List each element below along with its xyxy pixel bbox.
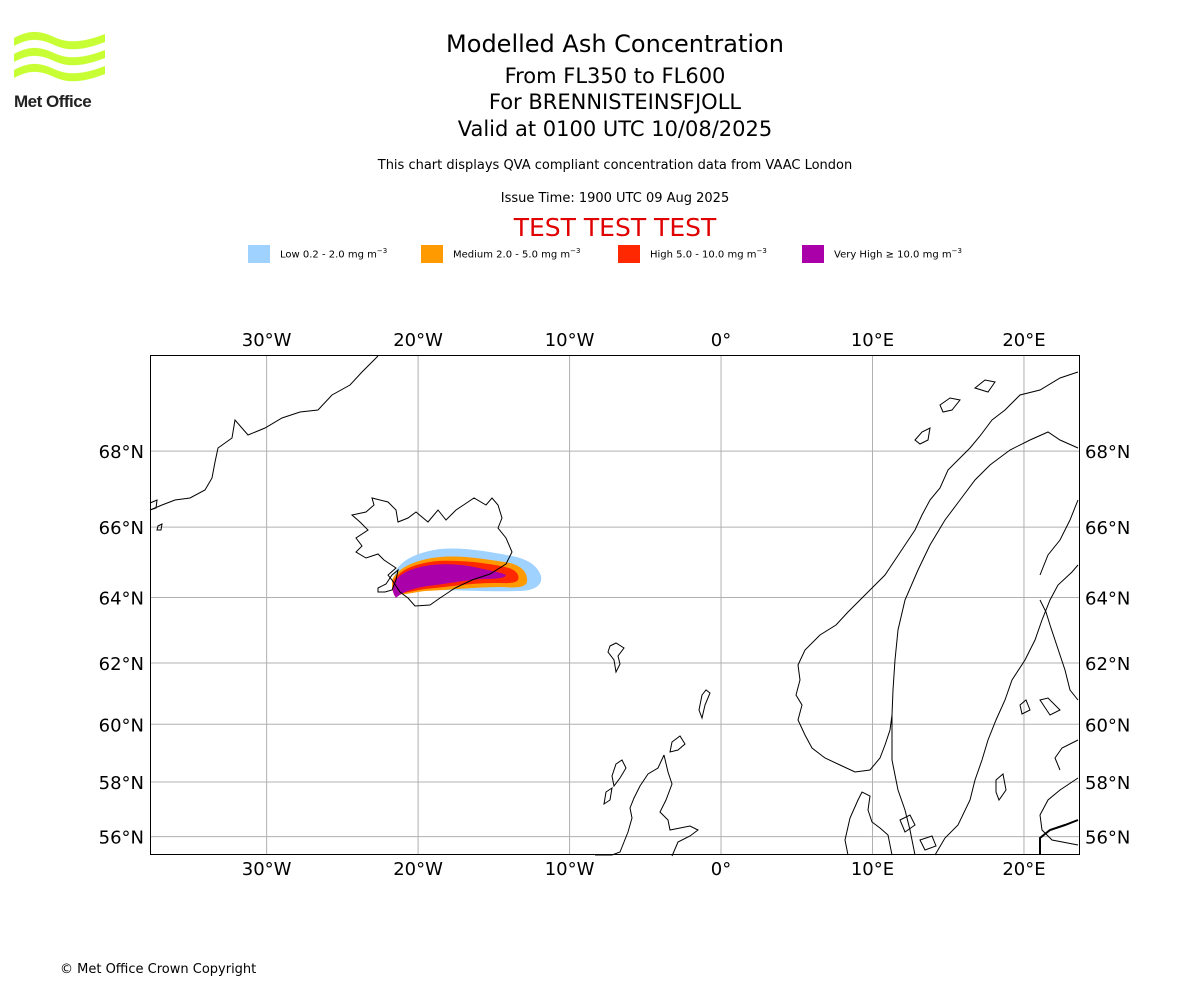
- valid-time: Valid at 0100 UTC 10/08/2025: [457, 117, 773, 141]
- copyright: © Met Office Crown Copyright: [60, 962, 257, 977]
- greenland-coast: [149, 355, 379, 511]
- lon-label-bottom: 0°: [711, 859, 731, 880]
- test-banner: TEST TEST TEST: [513, 213, 717, 242]
- volcano-name: For BRENNISTEINSFJOLL: [488, 90, 742, 114]
- chart-title: Modelled Ash Concentration: [446, 30, 784, 58]
- denmark-coast: [844, 791, 893, 856]
- greenland-island-2: [156, 523, 163, 531]
- legend-label-low: Low 0.2 - 2.0 mg m−3: [280, 247, 388, 261]
- lon-label-top: 0°: [711, 330, 731, 351]
- lon-label-bottom: 20°W: [393, 859, 443, 880]
- legend-label-very-high: Very High ≥ 10.0 mg m−3: [834, 247, 962, 261]
- aland-islands: [1019, 697, 1061, 716]
- lon-label-top: 20°E: [1002, 330, 1045, 351]
- coastlines: [149, 355, 1079, 857]
- poland-border: [1039, 819, 1079, 855]
- lat-label-right: 56°N: [1085, 828, 1130, 849]
- map-frame: [150, 355, 1080, 855]
- lon-label-bottom: 30°W: [242, 859, 292, 880]
- legend-swatch-very-high: [802, 245, 824, 263]
- ash-plume: [392, 548, 542, 598]
- legend-label-medium: Medium 2.0 - 5.0 mg m−3: [453, 247, 581, 261]
- lon-label-bottom: 20°E: [1002, 859, 1045, 880]
- chart-description: This chart displays QVA compliant concen…: [377, 158, 853, 173]
- shetland-islands: [698, 689, 711, 720]
- gotland-island: [995, 773, 1007, 802]
- legend-label-high: High 5.0 - 10.0 mg m−3: [650, 247, 767, 261]
- legend-item-medium: Medium 2.0 - 5.0 mg m−3: [421, 244, 580, 264]
- lat-label-left: 66°N: [99, 518, 144, 539]
- lofoten-islands: [914, 379, 996, 445]
- baltic-states-coast: [1039, 739, 1079, 846]
- lat-label-right: 68°N: [1085, 442, 1130, 463]
- legend-swatch-medium: [421, 245, 443, 263]
- scotland-coast: [595, 754, 699, 857]
- lat-label-left: 68°N: [99, 442, 144, 463]
- logo-text: Met Office: [14, 92, 92, 111]
- lon-label-bottom: 10°E: [851, 859, 894, 880]
- hebrides-islands: [603, 759, 627, 806]
- legend-swatch-high: [618, 245, 640, 263]
- graticule: [150, 355, 1080, 855]
- iceland-coast: [350, 497, 513, 607]
- lat-label-right: 58°N: [1085, 773, 1130, 794]
- lon-label-top: 30°W: [242, 330, 292, 351]
- flight-level-range: From FL350 to FL600: [504, 64, 726, 88]
- met-office-logo: Met Office: [14, 30, 114, 112]
- norway-coast: [795, 371, 1079, 773]
- lat-label-left: 58°N: [99, 773, 144, 794]
- lon-label-top: 20°W: [393, 330, 443, 351]
- lon-label-top: 10°E: [851, 330, 894, 351]
- lon-label-top: 10°W: [545, 330, 595, 351]
- norway-sweden-border: [891, 431, 1079, 716]
- legend-item-very-high: Very High ≥ 10.0 mg m−3: [802, 244, 962, 264]
- finland-coast: [1039, 499, 1079, 701]
- orkney-islands: [669, 735, 686, 753]
- sweden-coast: [891, 564, 1079, 856]
- lon-label-bottom: 10°W: [545, 859, 595, 880]
- ash-very-high-area: [392, 564, 506, 598]
- lat-label-left: 64°N: [99, 589, 144, 610]
- legend-item-low: Low 0.2 - 2.0 mg m−3: [248, 244, 387, 264]
- lat-label-right: 60°N: [1085, 715, 1130, 736]
- axis-labels: 30°W 30°W 20°W 20°W 10°W 10°W 0° 0° 10°E 10°E 20°E…: [99, 330, 1131, 880]
- lat-label-left: 60°N: [99, 715, 144, 736]
- faroe-islands: [607, 642, 625, 674]
- lat-label-right: 64°N: [1085, 589, 1130, 610]
- reykjanes-coast: [377, 568, 399, 593]
- lat-label-right: 66°N: [1085, 518, 1130, 539]
- lat-label-right: 62°N: [1085, 654, 1130, 675]
- legend-swatch-low: [248, 245, 270, 263]
- legend-item-high: High 5.0 - 10.0 mg m−3: [618, 244, 767, 264]
- wave-logo-icon: [14, 31, 105, 82]
- lat-label-left: 62°N: [99, 654, 144, 675]
- danish-islands: [899, 814, 937, 851]
- issue-time: Issue Time: 1900 UTC 09 Aug 2025: [500, 191, 730, 206]
- greenland-island: [149, 499, 158, 511]
- lat-label-left: 56°N: [99, 828, 144, 849]
